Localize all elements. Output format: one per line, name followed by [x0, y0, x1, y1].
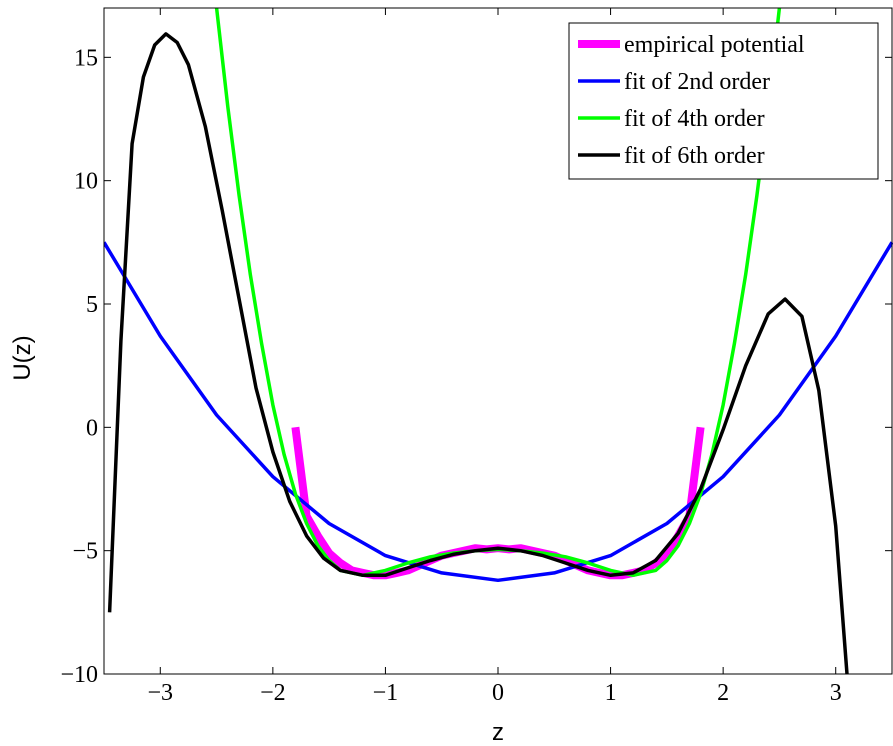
legend-label-fit-of-6th-order: fit of 6th order: [624, 143, 765, 169]
y-tick-label: 0: [86, 415, 98, 441]
y-tick-label: −10: [60, 662, 98, 688]
legend-label-fit-of-4th-order: fit of 4th order: [624, 106, 765, 132]
y-tick-label: −5: [72, 539, 98, 565]
x-tick-label: 1: [605, 680, 617, 706]
y-tick-label: 15: [74, 45, 98, 71]
y-tick-label: 10: [74, 169, 98, 195]
series-line-fit-of-6th-order: [107, 32, 849, 674]
x-tick-label: −2: [260, 680, 286, 706]
x-tick-label: −1: [373, 680, 399, 706]
legend-label-empirical-potential: empirical potential: [624, 32, 805, 58]
series-line-fit-of-2nd-order: [104, 241, 893, 583]
legend-box: [568, 22, 879, 180]
x-tick-label: −3: [148, 680, 174, 706]
legend: empirical potential fit of 2nd order fit o…: [568, 22, 879, 180]
x-tick-label: 2: [717, 680, 729, 706]
x-axis-label: z: [492, 719, 504, 746]
legend-label-fit-of-2nd-order: fit of 2nd order: [624, 69, 770, 95]
y-axis-label: U(z): [9, 335, 36, 380]
x-tick-label: 0: [492, 680, 504, 706]
y-tick-label: 5: [86, 292, 98, 318]
series-layer: [104, 8, 893, 674]
x-tick-label: 3: [830, 680, 842, 706]
